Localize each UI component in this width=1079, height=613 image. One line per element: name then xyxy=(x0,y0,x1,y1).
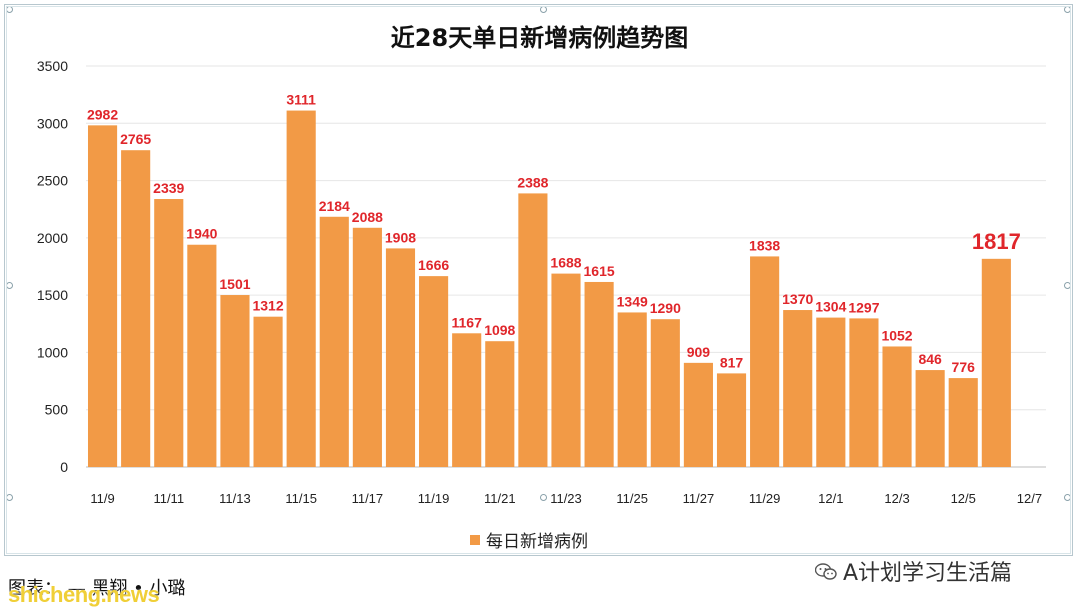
x-tick-label: 11/17 xyxy=(352,491,384,506)
bar xyxy=(683,362,713,467)
watermark-account: A计划学习生活篇 xyxy=(814,555,1013,587)
y-tick-label: 3500 xyxy=(37,58,68,74)
bar xyxy=(584,281,614,467)
resize-handle-middle-left[interactable] xyxy=(6,282,13,289)
data-label: 1290 xyxy=(650,300,681,316)
chart-legend: 每日新增病例 xyxy=(470,527,588,552)
data-label: 846 xyxy=(918,351,942,367)
x-tick-label: 11/23 xyxy=(550,491,582,506)
bar xyxy=(154,199,184,467)
data-label: 1908 xyxy=(385,229,416,245)
data-label: 1838 xyxy=(749,237,780,253)
data-label: 2184 xyxy=(319,198,350,214)
y-tick-label: 1000 xyxy=(37,344,68,360)
bar xyxy=(650,319,680,467)
data-label: 909 xyxy=(687,344,711,360)
data-label: 1098 xyxy=(484,322,515,338)
x-tick-label: 12/7 xyxy=(1017,491,1042,506)
bar xyxy=(915,370,945,467)
bar xyxy=(816,317,846,467)
bar xyxy=(352,227,382,467)
resize-handle-top-right[interactable] xyxy=(1064,6,1071,13)
bar xyxy=(716,373,747,467)
data-label: 2388 xyxy=(517,174,548,190)
data-label: 1615 xyxy=(584,263,615,279)
data-label: 2982 xyxy=(87,106,118,122)
watermark-account-label: A计划学习生活篇 xyxy=(843,561,1013,586)
bar xyxy=(485,341,515,467)
image-caption: 图表： — 黑翔 • 小璐 xyxy=(8,578,186,599)
bar xyxy=(385,248,416,467)
data-label: 1312 xyxy=(252,298,283,314)
data-label: 1370 xyxy=(782,291,813,307)
x-tick-label: 11/15 xyxy=(285,491,317,506)
bar xyxy=(617,312,647,467)
y-tick-label: 2000 xyxy=(37,230,68,246)
bar xyxy=(750,256,780,467)
bar xyxy=(783,310,813,467)
data-label: 1167 xyxy=(452,314,483,330)
data-label: 776 xyxy=(952,359,976,375)
bar xyxy=(319,216,349,467)
x-tick-label: 11/25 xyxy=(616,491,648,506)
data-label: 1052 xyxy=(881,327,912,343)
data-label: 2339 xyxy=(153,180,184,196)
data-label: 1666 xyxy=(418,257,449,273)
chart-title: 近28天单日新增病例趋势图 xyxy=(390,24,689,52)
data-label: 1817 xyxy=(972,229,1021,254)
bar xyxy=(518,193,548,467)
x-tick-label: 12/5 xyxy=(951,491,976,506)
bar xyxy=(87,125,118,468)
resize-handle-top-center[interactable] xyxy=(540,6,547,13)
bar xyxy=(882,346,912,467)
y-tick-label: 1500 xyxy=(37,287,68,303)
bar xyxy=(253,316,283,467)
data-label: 1501 xyxy=(219,276,250,292)
bar xyxy=(220,295,250,467)
x-tick-label: 11/11 xyxy=(153,491,184,506)
x-tick-label: 12/1 xyxy=(818,491,843,506)
bar xyxy=(121,150,151,467)
x-tick-label: 11/9 xyxy=(90,491,114,506)
bar xyxy=(419,276,449,467)
resize-handle-bottom-left[interactable] xyxy=(6,494,13,501)
resize-handle-top-left[interactable] xyxy=(6,6,13,13)
watermark-site: shicheng.news xyxy=(8,582,160,607)
x-tick-label: 11/19 xyxy=(418,491,450,506)
bar xyxy=(948,378,978,467)
x-tick-label: 11/27 xyxy=(683,491,715,506)
data-label: 3111 xyxy=(286,92,316,108)
bar xyxy=(286,110,316,467)
data-label: 1688 xyxy=(550,255,581,271)
x-tick-label: 12/3 xyxy=(884,491,909,506)
y-tick-label: 500 xyxy=(45,402,69,418)
data-label: 817 xyxy=(720,354,744,370)
bar xyxy=(452,333,482,467)
y-tick-label: 3000 xyxy=(37,115,68,131)
data-label: 1297 xyxy=(848,299,879,315)
legend-label: 每日新增病例 xyxy=(486,532,588,552)
data-label: 2088 xyxy=(352,209,383,225)
data-label: 1349 xyxy=(617,293,648,309)
data-label: 1940 xyxy=(186,226,217,242)
bar xyxy=(849,318,879,467)
x-tick-label: 11/21 xyxy=(484,491,516,506)
data-label: 1304 xyxy=(815,299,846,315)
bar xyxy=(187,244,217,467)
bar xyxy=(981,258,1011,467)
x-tick-label: 11/13 xyxy=(219,491,251,506)
resize-handle-bottom-right[interactable] xyxy=(1064,494,1071,501)
x-tick-label: 11/29 xyxy=(749,491,781,506)
data-label: 2765 xyxy=(120,131,151,147)
wechat-icon xyxy=(814,562,837,580)
legend-swatch xyxy=(470,534,480,545)
bar xyxy=(551,273,581,467)
resize-handle-middle-right[interactable] xyxy=(1064,282,1071,289)
y-tick-label: 0 xyxy=(60,459,68,475)
y-tick-label: 2500 xyxy=(37,173,68,189)
resize-handle-bottom-center[interactable] xyxy=(540,494,547,501)
